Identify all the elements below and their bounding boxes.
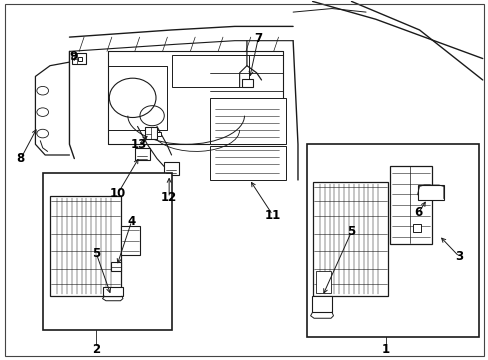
Bar (111, 262, 121, 271)
Bar (144, 127, 157, 139)
Text: 5: 5 (346, 225, 355, 238)
Text: 6: 6 (414, 206, 422, 219)
Bar (242, 79, 252, 87)
Text: 7: 7 (254, 32, 262, 45)
Bar (210, 146, 285, 180)
Text: 3: 3 (454, 250, 463, 263)
Bar (157, 132, 161, 136)
Text: 10: 10 (110, 187, 126, 200)
Bar (50, 196, 120, 296)
Bar (72, 53, 85, 64)
Text: 12: 12 (161, 192, 177, 204)
Bar (103, 287, 122, 296)
Bar (78, 57, 82, 61)
Bar (135, 148, 149, 160)
Text: 5: 5 (92, 247, 100, 260)
Bar (417, 185, 444, 200)
Bar (120, 226, 140, 255)
Text: 4: 4 (127, 215, 136, 228)
Bar (42, 173, 171, 330)
Bar (311, 296, 331, 312)
Text: 9: 9 (69, 50, 77, 63)
Bar (412, 224, 421, 232)
Text: 13: 13 (130, 139, 146, 152)
Text: 1: 1 (381, 343, 389, 356)
Bar (312, 182, 387, 296)
Text: 2: 2 (92, 343, 100, 356)
Bar (171, 55, 249, 87)
Text: 8: 8 (17, 152, 25, 165)
Bar (306, 144, 478, 337)
Bar (389, 166, 431, 244)
Bar (316, 271, 330, 293)
Text: 11: 11 (264, 208, 280, 221)
Bar (210, 98, 285, 144)
Bar (164, 162, 179, 175)
